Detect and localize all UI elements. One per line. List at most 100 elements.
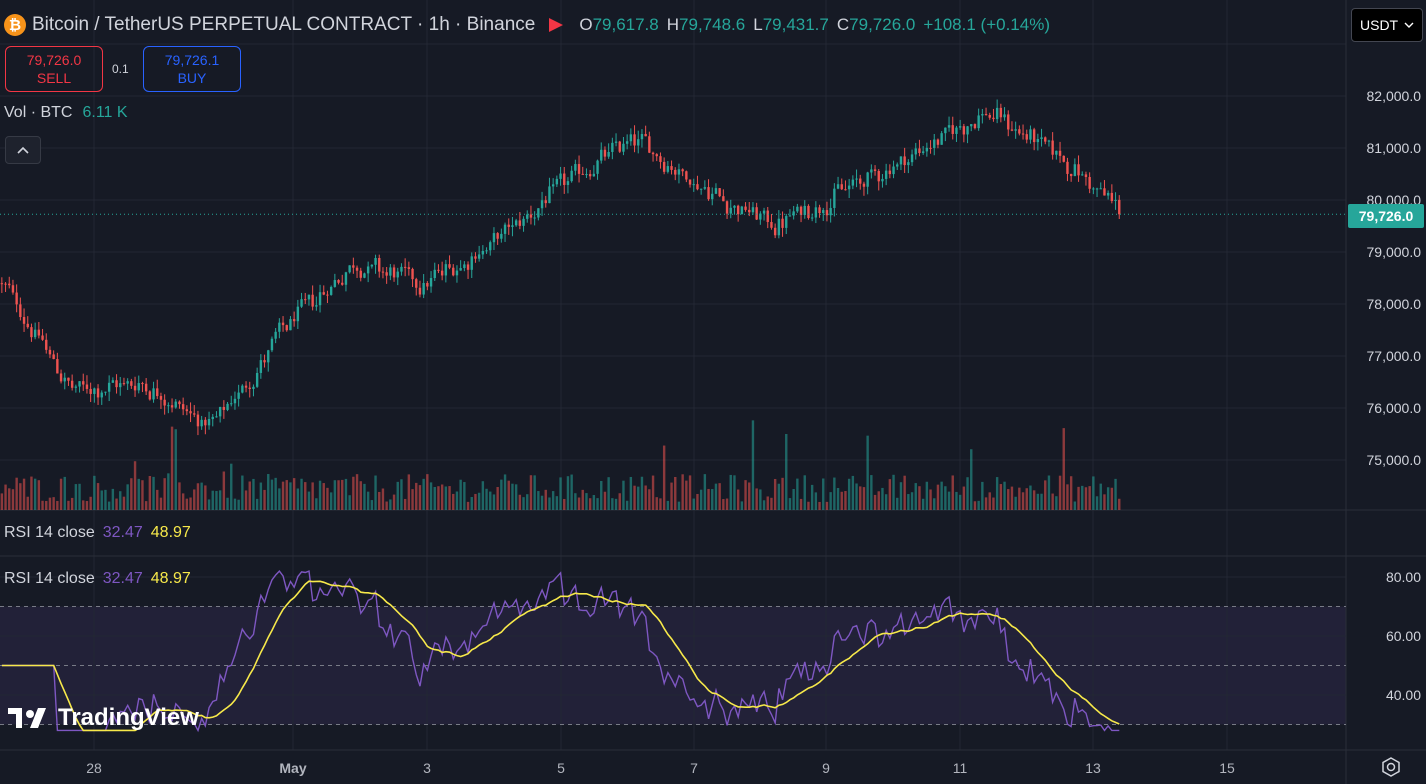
candle-body [681,169,684,172]
volume-bar [755,488,758,510]
candle-body [96,388,100,398]
volume-bar [836,487,840,510]
volume-bar [518,494,522,510]
volume-bar [907,494,910,510]
volume-bar [1055,496,1058,510]
candle-body [326,294,329,296]
candle-body [1010,129,1014,131]
candle-body [363,273,366,278]
volume-bar [644,485,647,510]
volume-bar [977,500,980,510]
volume-bar [437,486,440,510]
candle-body [418,287,422,295]
volume-bar [104,489,107,510]
volume-bar [355,474,359,510]
volume-bar [777,483,781,510]
candle-body [263,360,266,363]
candle-body [925,147,929,152]
tradingview-logo[interactable]: TradingView [8,704,199,732]
volume-bar [389,499,392,510]
candle-body [107,382,111,392]
volume-bar [688,475,692,510]
volume-bar [426,474,429,510]
currency-select[interactable]: USDT [1351,8,1423,42]
volume-bar [792,488,795,510]
candle-body [11,285,15,293]
volume-bar [285,480,288,510]
candle-body [196,414,200,427]
candle-body [307,294,311,300]
volume-bar [67,500,70,510]
candle-body [659,156,662,162]
rsi-ma-value: 48.97 [150,524,191,541]
volume-bar [822,478,825,510]
time-label-28: 28 [86,760,102,776]
candle-body [773,227,777,236]
order-quantity[interactable]: 0.1 [112,62,129,76]
volume-bar [537,491,540,510]
candle-body [514,220,518,226]
sell-label: SELL [36,70,72,86]
candle-body [951,125,954,134]
flag-icon[interactable] [549,18,564,32]
price-label: 75,000.0 [1367,452,1422,468]
volume-bar [921,498,925,510]
volume-bar [633,485,636,510]
candle-body [492,233,496,243]
candle-body [0,283,4,285]
rsi-ma-line [1,580,1120,732]
candle-body [703,187,707,189]
candle-body [1088,177,1091,189]
candle-body [1047,140,1051,142]
buy-price: 79,726.1 [164,52,220,68]
candle-body [355,267,359,271]
candle-body [762,210,766,214]
volume-bar [193,489,196,510]
volume-bar [278,488,281,510]
candle-body [847,185,851,190]
volume-bar [385,501,388,510]
candle-body [944,127,947,134]
candle-body [111,380,115,383]
volume-bar [674,476,677,510]
volume-bar [988,492,991,510]
volume-bar [944,486,947,510]
volume-bar [803,475,806,510]
rsi-legend[interactable]: RSI 14 close 32.47 48.97 [4,570,191,588]
volume-bar [267,474,270,510]
volume-bar [540,495,544,510]
candle-body [1040,137,1043,140]
candle-body [966,126,969,135]
ohlc-h-label: H [666,15,680,34]
volume-bar [440,484,444,510]
volume-bar [740,501,744,510]
candle-body [884,170,888,179]
volume-bar [981,481,984,510]
rsi-legend-collapsed[interactable]: RSI 14 close 32.47 48.97 [4,524,191,542]
volume-bar [366,491,370,510]
volume-bar [485,488,488,510]
volume-bar [311,482,314,510]
candle-body [570,170,573,182]
candle-body [133,385,137,391]
volume-bar [8,488,11,510]
volume-bar [378,491,381,510]
sell-button[interactable]: 79,726.0 SELL [5,46,103,92]
buy-button[interactable]: 79,726.1 BUY [143,46,241,92]
candle-body [489,242,492,251]
volume-bar [877,491,880,510]
candle-body [281,322,285,326]
volume-bar [341,479,344,510]
volume-bar [548,497,551,510]
collapse-legend-button[interactable] [5,136,41,164]
volume-bar [248,481,251,510]
candle-body [148,391,152,400]
symbol-title[interactable]: Bitcoin / TetherUS PERPETUAL CONTRACT · … [32,14,536,35]
volume-bar [492,494,496,510]
volume-bar [0,493,4,510]
volume-bar [307,491,311,510]
volume-bar [466,501,470,510]
settings-icon[interactable] [1380,756,1402,778]
candle-body [507,224,510,227]
